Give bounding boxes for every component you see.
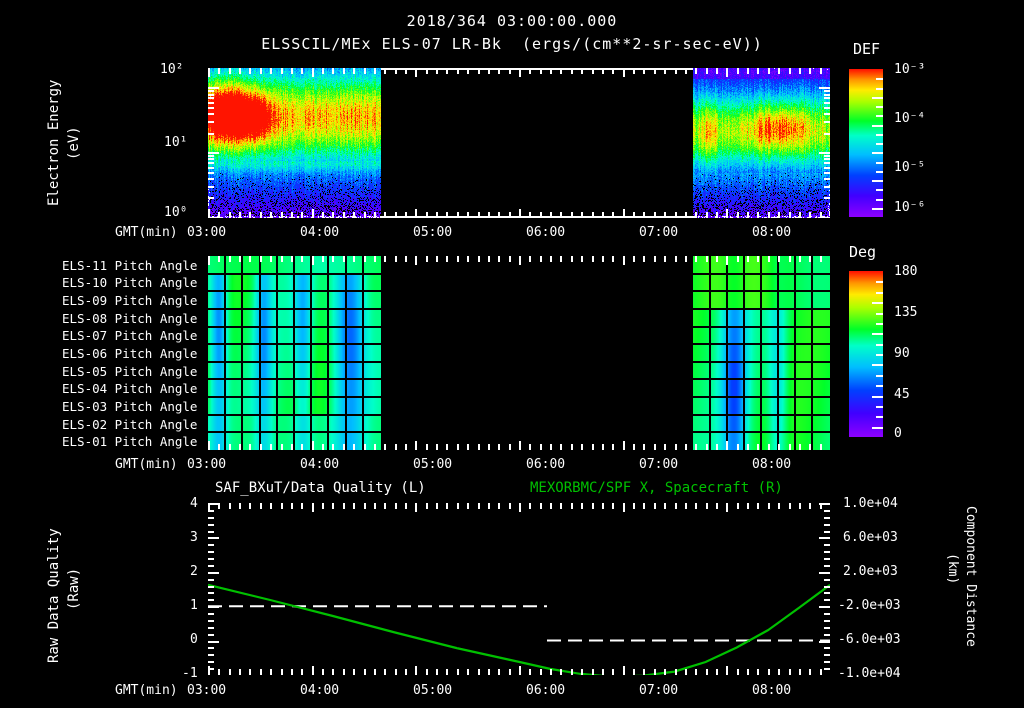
def-tick-1e-5: 10⁻⁵ (894, 160, 926, 175)
bottom-ylabel-left: Raw Data Quality (46, 528, 62, 663)
pitch-angle-canvas (208, 256, 830, 450)
mid-xtick-0300: 03:00 (187, 457, 227, 472)
top-xtick-0500: 05:00 (413, 225, 453, 240)
bottom-ylabel-right-units: (km) (945, 553, 960, 585)
deg-tick-45: 45 (894, 387, 910, 402)
deg-tick-90: 90 (894, 346, 910, 361)
bottom-ytick-3: 3 (190, 530, 198, 545)
top-ylabel-units: (eV) (66, 126, 82, 160)
pitch-angle-row-label: ELS-03 Pitch Angle (62, 398, 198, 414)
pitch-angle-row-label: ELS-10 Pitch Angle (62, 275, 198, 291)
data-quality-and-distance-plot[interactable] (208, 503, 830, 675)
bottom-ylabel-left-units: (Raw) (66, 567, 82, 610)
def-tick-1e-3: 10⁻³ (894, 62, 926, 77)
top-ytick-2: 10² (160, 62, 184, 77)
def-tick-1e-4: 10⁻⁴ (894, 111, 926, 126)
pitch-angle-panel[interactable] (208, 256, 830, 450)
top-xtick-0300: 03:00 (187, 225, 227, 240)
bottom-rtick-6e3: 6.0e+03 (843, 530, 898, 545)
bottom-ytick-neg1: -1 (182, 666, 198, 681)
pitch-angle-row-label: ELS-02 Pitch Angle (62, 416, 198, 432)
bottom-xtick-0500: 05:00 (413, 683, 453, 698)
bottom-xtick-0800: 08:00 (752, 683, 792, 698)
deg-tick-135: 135 (894, 305, 918, 320)
def-colorbar-title: DEF (853, 40, 881, 58)
top-xtick-0400: 04:00 (300, 225, 340, 240)
top-xtick-0800: 08:00 (752, 225, 792, 240)
pitch-angle-row-label: ELS-01 Pitch Angle (62, 434, 198, 450)
bottom-rtick-2e3: 2.0e+03 (843, 564, 898, 579)
mid-xtick-0800: 08:00 (752, 457, 792, 472)
bottom-right-series-title: MEXORBMC/SPF X, Spacecraft (R) (530, 480, 783, 496)
top-xtick-0600: 06:00 (526, 225, 566, 240)
top-ylabel: Electron Energy (46, 79, 62, 206)
bottom-rtick-neg2e3: -2.0e+03 (838, 598, 901, 613)
deg-colorbar[interactable] (849, 271, 883, 437)
def-colorbar-gradient (849, 69, 883, 217)
page-title: 2018/364 03:00:00.000 (406, 12, 618, 30)
top-ytick-0: 10⁰ (164, 205, 188, 220)
mid-xtick-0700: 07:00 (639, 457, 679, 472)
bottom-rtick-neg1e4: -1.0e+04 (838, 666, 901, 681)
top-ytick-1: 10¹ (164, 135, 188, 150)
pitch-angle-row-label: ELS-08 Pitch Angle (62, 310, 198, 326)
bottom-ytick-0: 0 (190, 632, 198, 647)
mid-xaxis-label: GMT(min) (115, 457, 178, 472)
mid-xtick-0400: 04:00 (300, 457, 340, 472)
def-tick-1e-6: 10⁻⁶ (894, 200, 926, 215)
deg-colorbar-title: Deg (849, 243, 877, 261)
top-xaxis-label: GMT(min) (115, 225, 178, 240)
bottom-left-series-title: SAF_BXuT/Data Quality (L) (215, 480, 426, 496)
top-xtick-0700: 07:00 (639, 225, 679, 240)
pitch-angle-row-label: ELS-09 Pitch Angle (62, 293, 198, 309)
bottom-lines-canvas (208, 503, 830, 675)
bottom-ytick-1: 1 (190, 598, 198, 613)
pitch-angle-row-label: ELS-11 Pitch Angle (62, 257, 198, 273)
pitch-angle-row-label: ELS-07 Pitch Angle (62, 328, 198, 344)
mid-xtick-0600: 06:00 (526, 457, 566, 472)
bottom-ylabel-right: Component Distance (963, 506, 978, 647)
pitch-angle-row-label: ELS-05 Pitch Angle (62, 363, 198, 379)
bottom-ytick-4: 4 (190, 496, 198, 511)
deg-tick-180: 180 (894, 264, 918, 279)
bottom-xtick-0600: 06:00 (526, 683, 566, 698)
spectrogram-canvas (208, 68, 830, 218)
electron-energy-spectrogram[interactable] (208, 68, 830, 218)
bottom-xaxis-label: GMT(min) (115, 683, 178, 698)
bottom-ytick-2: 2 (190, 564, 198, 579)
bottom-rtick-1e4: 1.0e+04 (843, 496, 898, 511)
bottom-xtick-0300: 03:00 (187, 683, 227, 698)
deg-colorbar-gradient (849, 271, 883, 437)
deg-tick-0: 0 (894, 426, 902, 441)
page-subtitle: ELSSCIL/MEx ELS-07 LR-Bk (ergs/(cm**2-sr… (261, 35, 763, 53)
bottom-xtick-0400: 04:00 (300, 683, 340, 698)
pitch-angle-row-label: ELS-04 Pitch Angle (62, 381, 198, 397)
def-colorbar[interactable] (849, 69, 883, 217)
mid-xtick-0500: 05:00 (413, 457, 453, 472)
bottom-rtick-neg6e3: -6.0e+03 (838, 632, 901, 647)
bottom-xtick-0700: 07:00 (639, 683, 679, 698)
pitch-angle-row-label: ELS-06 Pitch Angle (62, 346, 198, 361)
